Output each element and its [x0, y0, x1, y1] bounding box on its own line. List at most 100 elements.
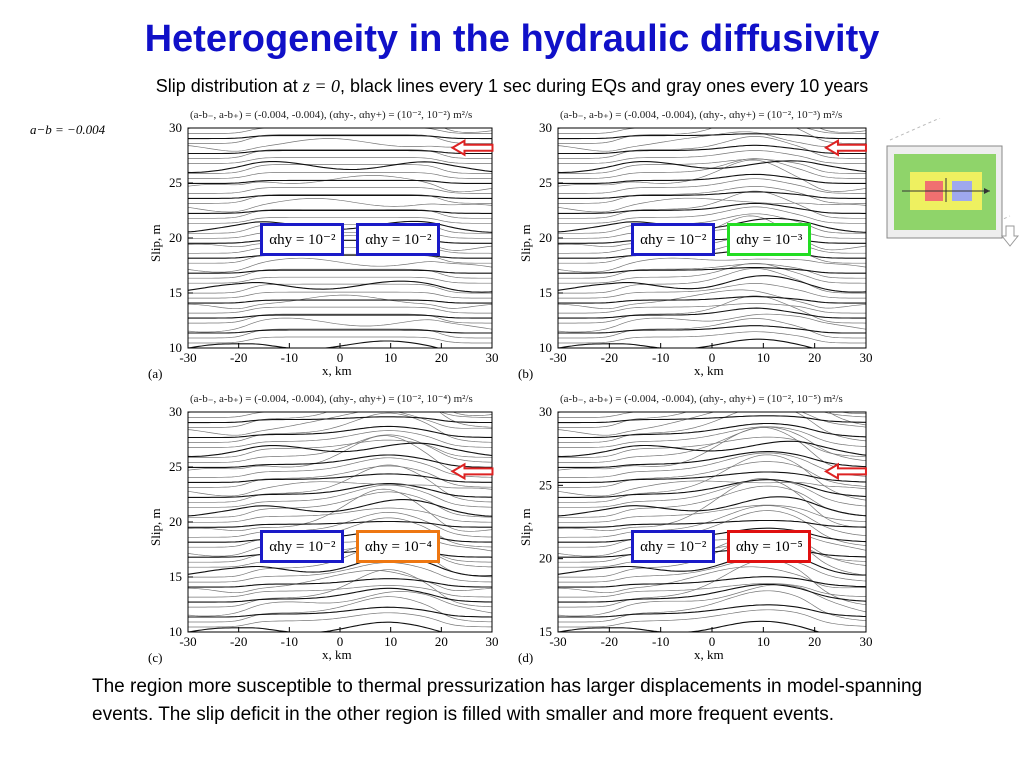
y-tick-label: 15: [539, 624, 552, 639]
slip-curve: [558, 478, 866, 532]
slip-curve: [558, 480, 866, 497]
slip-curve: [558, 186, 866, 204]
slip-curve: [558, 422, 866, 439]
y-tick-label: 15: [169, 569, 182, 584]
y-axis-label: Slip, m: [518, 508, 533, 546]
x-tick-label: 30: [860, 634, 873, 648]
x-tick-label: -10: [281, 350, 298, 364]
slip-curve: [188, 336, 492, 344]
x-tick-label: 20: [435, 350, 448, 364]
slip-curve: [558, 128, 866, 144]
panel-letter: (c): [148, 650, 163, 665]
panel-header: (a-b₋, a-b₊) = (-0.004, -0.004), (αhy-, …: [560, 109, 843, 121]
slip-curve: [188, 161, 492, 174]
fault-schematic-diagram: [886, 118, 1020, 247]
slip-curve: [558, 583, 866, 598]
panel-header: (a-b₋, a-b₊) = (-0.004, -0.004), (αhy-, …: [560, 393, 843, 405]
slip-curve: [188, 511, 492, 538]
slip-curve: [558, 144, 866, 155]
y-tick-label: 20: [539, 230, 552, 245]
x-axis-label: x, km: [322, 647, 352, 662]
slip-curve: [558, 559, 866, 608]
slip-curve: [558, 150, 866, 164]
slip-curve: [558, 604, 866, 618]
slip-curve: [188, 412, 492, 428]
panel-letter: (b): [518, 366, 534, 381]
alpha-right-badge: αhy = 10⁻²: [356, 223, 441, 256]
down-arrow-icon: [1000, 225, 1020, 247]
slip-curve: [188, 488, 492, 532]
slip-curve: [188, 149, 492, 159]
slip-curve: [558, 412, 866, 428]
slip-curve: [558, 496, 866, 517]
slip-curve: [188, 194, 492, 199]
slip-curve: [558, 412, 866, 418]
panel-d: (a-b₋, a-b₊) = (-0.004, -0.004), (αhy-, …: [510, 390, 876, 666]
slip-curve: [188, 198, 492, 213]
slip-curve: [558, 583, 866, 603]
slip-curve: [558, 307, 866, 319]
y-tick-label: 20: [169, 230, 182, 245]
slip-curve: [558, 213, 866, 234]
slip-curve: [558, 440, 866, 458]
slip-curve: [558, 426, 866, 463]
y-tick-label: 30: [169, 120, 182, 135]
slip-curve: [188, 128, 492, 133]
slip-plot: 10 15 20 25 30 -30 -20 -10 0 10 20 30: [169, 398, 499, 648]
x-tick-label: -30: [549, 350, 566, 364]
slide-title: Heterogeneity in the hydraulic diffusivi…: [144, 18, 880, 60]
y-tick-label: 15: [169, 285, 182, 300]
slip-curve: [188, 194, 492, 204]
slip-curve: [558, 451, 866, 468]
slip-curve: [558, 436, 866, 458]
slip-curve: [188, 591, 492, 617]
slip-curve: [188, 291, 492, 299]
slip-curve: [188, 269, 492, 274]
slip-curve: [188, 585, 492, 598]
alpha-left-badge: αhy = 10⁻²: [631, 223, 716, 256]
panel-header: (a-b₋, a-b₊) = (-0.004, -0.004), (αhy-, …: [190, 393, 473, 405]
slip-curve: [558, 206, 866, 224]
slip-curve: [558, 412, 866, 414]
slip-curve: [188, 276, 492, 284]
y-tick-label: 10: [169, 624, 182, 639]
slip-curve: [188, 135, 492, 140]
slip-curve: [188, 328, 492, 339]
slip-curve: [558, 427, 866, 471]
slip-curve: [558, 178, 866, 194]
x-axis-label: x, km: [694, 363, 724, 378]
friction-note: a−b = −0.004: [30, 122, 106, 137]
x-tick-label: 30: [486, 350, 499, 364]
slip-curve: [558, 160, 866, 174]
slip-curve: [558, 158, 866, 174]
y-tick-label: 15: [539, 285, 552, 300]
slip-curve: [188, 562, 492, 583]
slip-curve: [558, 590, 866, 623]
alpha-left-badge: αhy = 10⁻²: [260, 223, 345, 256]
slip-curve: [558, 313, 866, 333]
slide-subtitle: Slip distribution at z = 0, black lines …: [0, 76, 1024, 97]
slip-curve: [188, 187, 492, 194]
slip-curve: [188, 179, 492, 184]
x-tick-label: -30: [549, 634, 566, 648]
y-axis-label: Slip, m: [518, 224, 533, 262]
alpha-right-badge: αhy = 10⁻⁴: [356, 530, 441, 563]
slip-curve: [558, 609, 866, 628]
slip-curve: [188, 434, 492, 463]
slip-curve: [188, 606, 492, 618]
slip-curve: [188, 430, 492, 448]
slip-curve: [188, 398, 492, 408]
slip-curve: [188, 416, 492, 424]
subtitle-math: z = 0: [302, 76, 340, 96]
slip-curve: [558, 551, 866, 576]
slip-curve: [188, 442, 492, 458]
slip-curve: [188, 121, 492, 124]
slip-curve: [188, 138, 492, 152]
alpha-left-badge: αhy = 10⁻²: [260, 530, 345, 563]
y-tick-label: 10: [169, 340, 182, 355]
left-arrow-icon: [823, 139, 867, 157]
slip-curve: [188, 157, 492, 164]
slip-curve: [188, 257, 492, 273]
slip-curve: [188, 491, 492, 518]
slip-curve: [558, 478, 866, 508]
